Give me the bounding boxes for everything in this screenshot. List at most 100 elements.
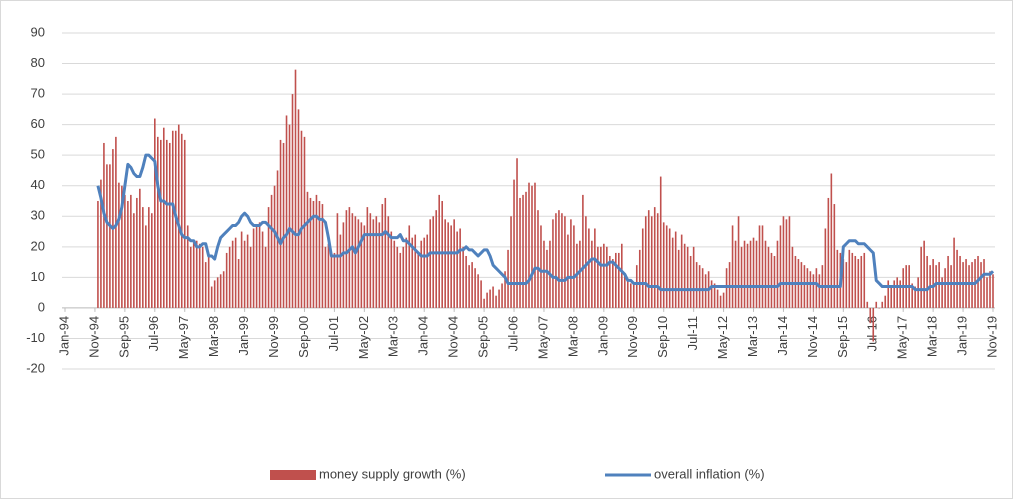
bar [363, 225, 366, 308]
bar [950, 265, 952, 308]
x-tick-label: May-07 [535, 316, 550, 359]
bar [773, 255, 776, 308]
x-tick-label: Jan-09 [595, 316, 610, 356]
bar [219, 274, 222, 308]
x-tick-label: Mar-08 [565, 316, 580, 357]
bar [603, 243, 605, 308]
x-tick-label: Mar-13 [745, 316, 760, 357]
bar [489, 289, 491, 308]
bar [612, 259, 614, 308]
bar [198, 243, 201, 308]
bar [567, 234, 569, 308]
bar [854, 255, 857, 308]
bar [249, 246, 252, 308]
bar [986, 277, 988, 308]
bar [543, 240, 545, 308]
bar [522, 194, 524, 308]
y-tick-label: 20 [31, 238, 45, 253]
bar [674, 231, 677, 308]
bar [564, 216, 566, 308]
bar [779, 225, 782, 308]
bar [273, 185, 276, 308]
bar [761, 225, 764, 308]
bar [210, 286, 213, 308]
y-tick-label: 30 [31, 208, 45, 223]
bar [225, 252, 228, 308]
bar [531, 185, 533, 308]
bar [606, 246, 608, 308]
x-tick-label: Nov-99 [266, 316, 281, 358]
bar [456, 231, 458, 308]
bar [689, 255, 692, 308]
y-tick-label: 10 [31, 269, 45, 284]
bar [417, 252, 420, 308]
bar [228, 246, 231, 308]
bar [588, 228, 590, 308]
bar [534, 182, 536, 308]
bar [498, 289, 500, 308]
bar [896, 277, 899, 308]
bar [692, 246, 695, 308]
bar [378, 222, 381, 308]
bar [884, 295, 887, 308]
bar [270, 194, 273, 308]
bar [662, 222, 665, 308]
y-tick-label: 70 [31, 86, 45, 101]
bar [426, 234, 429, 308]
bar [195, 240, 198, 308]
bar [597, 246, 599, 308]
legend-label: money supply growth (%) [319, 466, 466, 481]
x-tick-label: May-12 [715, 316, 730, 359]
bar [848, 249, 851, 308]
bar [438, 194, 440, 308]
bar [109, 164, 111, 308]
bar [716, 289, 719, 308]
bar [183, 139, 186, 308]
bar [537, 210, 539, 308]
x-tick-label: Jul-01 [326, 316, 341, 351]
x-tick-label: Nov-04 [446, 316, 461, 358]
bar [824, 228, 827, 308]
bar [800, 262, 803, 308]
bar [480, 280, 482, 308]
x-tick-label: Mar-18 [925, 316, 940, 357]
bar [243, 240, 246, 308]
bar [600, 246, 602, 308]
bar [722, 292, 725, 308]
bar [938, 262, 940, 308]
bar [261, 231, 264, 308]
bar [914, 286, 916, 308]
bar [375, 216, 378, 308]
bar [546, 249, 548, 308]
bar [148, 207, 150, 308]
bar [686, 246, 689, 308]
bar [124, 194, 126, 308]
bar [719, 295, 722, 308]
bar [893, 280, 896, 308]
bar [435, 210, 437, 308]
y-tick-label: 40 [31, 177, 45, 192]
bar [294, 69, 297, 308]
bar [866, 301, 869, 308]
bar [809, 271, 812, 308]
bar [444, 219, 446, 308]
x-tick-label: Nov-19 [984, 316, 999, 358]
bar [899, 280, 901, 308]
bar [582, 194, 584, 308]
bar [159, 139, 162, 308]
bar [462, 246, 464, 308]
bar [306, 191, 309, 308]
bar [528, 182, 530, 308]
bar [151, 213, 153, 308]
bar [130, 194, 132, 308]
bar [833, 204, 836, 308]
bar [97, 201, 99, 308]
bar [776, 240, 779, 308]
bar [638, 249, 641, 308]
bar [585, 216, 587, 308]
bar [297, 109, 300, 308]
bar [507, 249, 509, 308]
bar [192, 240, 195, 308]
bar [755, 240, 758, 308]
bar [869, 307, 872, 324]
